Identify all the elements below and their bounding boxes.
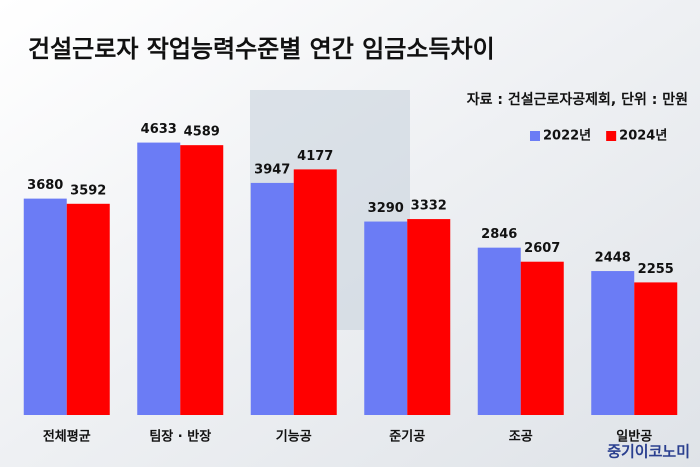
x-tick-label: 조공 (509, 430, 533, 445)
value-label: 4177 (297, 149, 333, 164)
bar (407, 219, 451, 415)
bar (364, 221, 408, 415)
bar (591, 271, 635, 415)
value-label: 2255 (638, 262, 674, 277)
x-tick-label: 준기공 (389, 430, 425, 445)
bar (293, 169, 337, 415)
value-label: 2846 (481, 227, 517, 242)
chart-subtitle: 자료 : 건설근로자공제회, 단위 : 만원 (467, 91, 688, 108)
bar (634, 282, 678, 415)
bar (23, 198, 67, 415)
bar (66, 203, 110, 415)
chart-title: 건설근로자 작업능력수준별 연간 임금소득차이 (28, 35, 495, 63)
bar (137, 142, 181, 416)
bar (477, 247, 521, 415)
value-label: 3947 (254, 162, 290, 177)
bar (180, 145, 224, 415)
legend-swatch (606, 131, 617, 141)
value-label: 3290 (368, 201, 404, 216)
value-label: 3680 (27, 178, 63, 193)
value-label: 4633 (141, 122, 177, 137)
value-label: 3332 (411, 199, 447, 214)
value-label: 2448 (595, 251, 631, 266)
legend-label: 2024년 (619, 129, 667, 144)
bar (250, 182, 294, 415)
watermark: 중기이코노미 (607, 443, 690, 461)
value-label: 3592 (70, 183, 106, 198)
x-tick-label: 기능공 (276, 430, 312, 445)
bar (520, 261, 564, 415)
value-label: 4589 (184, 125, 220, 140)
x-tick-label: 일반공 (616, 429, 652, 445)
x-tick-label: 전체평균 (43, 429, 91, 445)
legend-label: 2022년 (543, 129, 591, 144)
value-label: 2607 (524, 241, 560, 256)
legend-swatch (530, 131, 540, 141)
x-tick-label: 팀장 · 반장 (149, 429, 211, 445)
